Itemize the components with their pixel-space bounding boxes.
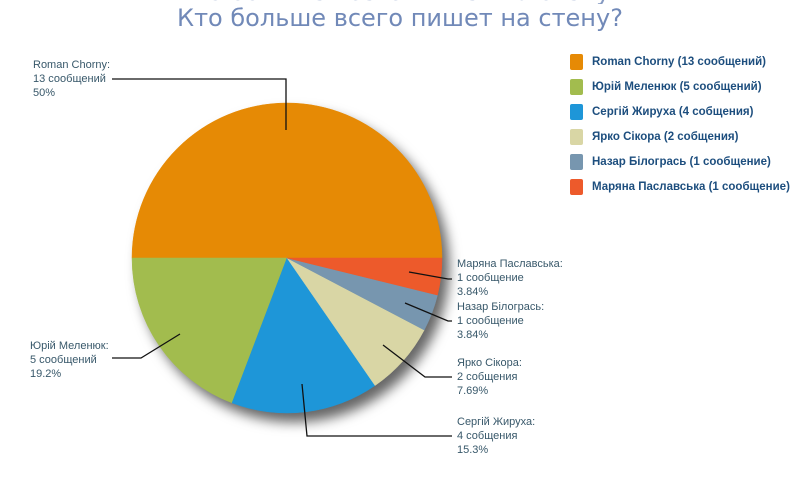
legend-swatch-icon — [570, 129, 583, 145]
callout-maryana-paslavska: Маряна Паславська: 1 сообщение 3.84% — [457, 257, 563, 299]
legend-swatch-icon — [570, 154, 583, 170]
legend-label: Roman Chorny (13 сообщений) — [592, 56, 766, 68]
callout-roman-chorny: Roman Chorny: 13 сообщений 50% — [33, 58, 110, 100]
callout-count: 13 сообщений — [33, 73, 106, 85]
leader-line-maryana-paslavska — [408, 271, 452, 280]
leader-line-nazar-bilogras — [404, 302, 452, 322]
cropped-text: Кто больше всего пишет на стену? — [177, 0, 623, 4]
legend-item: Юрій Меленюк (5 сообщений) — [570, 79, 790, 95]
legend-item: Roman Chorny (13 сообщений) — [570, 54, 790, 70]
legend-swatch-icon — [570, 179, 583, 195]
chart-title: Кто больше всего пишет на стену? — [177, 4, 623, 32]
callout-name: Юрій Меленюк: — [30, 340, 109, 352]
legend-item: Ярко Сікора (2 собщения) — [570, 129, 790, 145]
legend-item: Назар Білогрась (1 сообщение) — [570, 154, 790, 170]
legend: Roman Chorny (13 сообщений) Юрій Меленюк… — [570, 54, 790, 204]
legend-label: Юрій Меленюк (5 сообщений) — [592, 81, 762, 93]
legend-swatch-icon — [570, 79, 583, 95]
callout-count: 4 собщения — [457, 430, 518, 442]
callout-percent: 50% — [33, 87, 56, 99]
legend-swatch-icon — [570, 104, 583, 120]
callout-percent: 15.3% — [457, 444, 489, 456]
callout-name: Маряна Паславська: — [457, 258, 563, 270]
callout-percent: 3.84% — [457, 286, 489, 298]
legend-swatch-icon — [570, 54, 583, 70]
callout-count: 5 сообщений — [30, 354, 97, 366]
callout-sergiy-zhirukha: Сергій Жируха: 4 собщения 15.3% — [457, 415, 535, 457]
legend-item: Сергій Жируха (4 собщения) — [570, 104, 790, 120]
legend-label: Маряна Паславська (1 сообщение) — [592, 181, 790, 193]
pie-slice-3 — [231, 257, 376, 414]
callout-name: Ярко Сікора: — [457, 357, 522, 369]
callout-count: 1 сообщение — [457, 315, 524, 327]
legend-label: Сергій Жируха (4 собщения) — [592, 106, 754, 118]
callout-yarko-sikora: Ярко Сікора: 2 собщения 7.69% — [457, 356, 522, 398]
legend-label: Назар Білогрась (1 сообщение) — [592, 156, 771, 168]
pie — [131, 102, 443, 414]
legend-label: Ярко Сікора (2 собщения) — [592, 131, 739, 143]
callout-count: 1 сообщение — [457, 272, 524, 284]
leader-line-yarko-sikora — [382, 344, 452, 378]
callout-yuriy-melenyuk: Юрій Меленюк: 5 сообщений 19.2% — [30, 339, 109, 381]
callout-percent: 3.84% — [457, 329, 489, 341]
callout-name: Назар Білогрась: — [457, 301, 545, 313]
cropped-text-remnant: Кто больше всего пишет на стену? — [0, 0, 800, 4]
leader-lines — [112, 78, 452, 437]
pie-slice-1 — [131, 102, 443, 259]
callout-nazar-bilogras: Назар Білогрась: 1 сообщение 3.84% — [457, 300, 544, 342]
callout-count: 2 собщения — [457, 371, 518, 383]
callout-name: Сергій Жируха: — [457, 416, 536, 428]
callout-percent: 7.69% — [457, 385, 489, 397]
leader-line-sergiy-zhirukha — [301, 383, 452, 437]
callout-name: Roman Chorny: — [33, 59, 111, 71]
legend-item: Маряна Паславська (1 сообщение) — [570, 179, 790, 195]
leader-line-yuriy-melenyuk — [112, 333, 181, 359]
callout-percent: 19.2% — [30, 368, 62, 380]
leader-line-roman-chorny — [112, 78, 287, 130]
pie-slice-6 — [286, 257, 443, 296]
